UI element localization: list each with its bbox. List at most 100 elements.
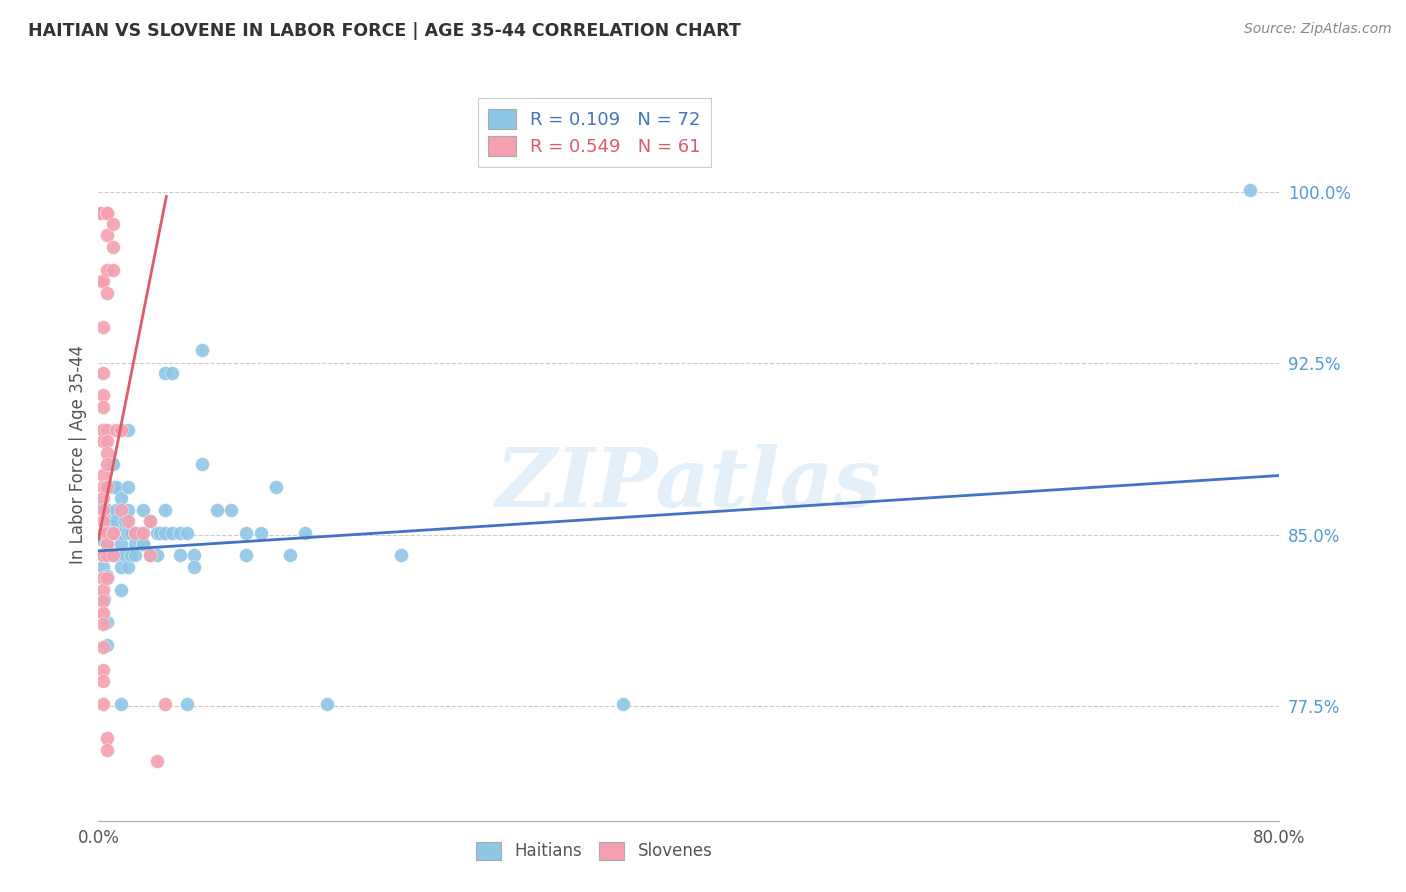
Point — [105, 514, 128, 528]
Point — [91, 525, 114, 540]
Point — [96, 503, 118, 517]
Point — [105, 549, 128, 563]
Point — [103, 549, 125, 563]
Point — [103, 217, 125, 231]
Point — [114, 549, 136, 563]
Point — [105, 503, 128, 517]
Point — [96, 480, 118, 494]
Point — [96, 525, 118, 540]
Point — [96, 457, 118, 471]
Point — [96, 205, 118, 219]
Point — [176, 697, 198, 711]
Point — [89, 205, 111, 219]
Point — [91, 423, 114, 437]
Point — [96, 549, 118, 563]
Point — [124, 525, 146, 540]
Point — [139, 549, 162, 563]
Point — [139, 549, 162, 563]
Point — [91, 549, 114, 563]
Point — [139, 514, 162, 528]
Point — [114, 514, 136, 528]
Point — [91, 582, 114, 597]
Point — [96, 205, 118, 219]
Point — [103, 480, 125, 494]
Point — [120, 525, 142, 540]
Point — [96, 228, 118, 243]
Point — [110, 537, 132, 551]
Point — [96, 743, 118, 757]
Point — [176, 525, 198, 540]
Point — [91, 640, 114, 654]
Point — [91, 400, 114, 414]
Point — [103, 525, 125, 540]
Point — [183, 560, 205, 574]
Point — [146, 525, 169, 540]
Point — [91, 500, 114, 515]
Point — [90, 274, 112, 288]
Point — [90, 533, 112, 547]
Text: HAITIAN VS SLOVENE IN LABOR FORCE | AGE 35-44 CORRELATION CHART: HAITIAN VS SLOVENE IN LABOR FORCE | AGE … — [28, 22, 741, 40]
Point — [93, 591, 115, 606]
Point — [117, 503, 139, 517]
Point — [91, 560, 114, 574]
Point — [96, 524, 118, 538]
Point — [124, 525, 146, 540]
Point — [96, 571, 118, 585]
Point — [96, 423, 118, 437]
Point — [110, 491, 132, 506]
Legend: Haitians, Slovenes: Haitians, Slovenes — [470, 835, 718, 867]
Point — [91, 491, 114, 506]
Point — [98, 514, 121, 528]
Point — [124, 549, 146, 563]
Point — [162, 366, 183, 380]
Point — [96, 731, 118, 746]
Point — [235, 549, 257, 563]
Point — [91, 606, 114, 620]
Point — [96, 262, 118, 277]
Point — [153, 366, 176, 380]
Point — [117, 514, 139, 528]
Point — [91, 549, 114, 563]
Point — [117, 423, 139, 437]
Point — [96, 537, 118, 551]
Point — [90, 205, 112, 219]
Point — [91, 571, 114, 585]
Text: ZIPatlas: ZIPatlas — [496, 444, 882, 524]
Point — [132, 525, 155, 540]
Point — [110, 503, 132, 517]
Point — [91, 423, 114, 437]
Point — [96, 434, 118, 449]
Point — [205, 503, 228, 517]
Point — [91, 320, 114, 334]
Point — [91, 480, 114, 494]
Point — [91, 663, 114, 677]
Point — [153, 697, 176, 711]
Point — [105, 480, 128, 494]
Point — [132, 537, 155, 551]
Point — [91, 434, 114, 449]
Text: Source: ZipAtlas.com: Source: ZipAtlas.com — [1244, 22, 1392, 37]
Point — [612, 697, 634, 711]
Point — [183, 549, 205, 563]
Point — [316, 697, 339, 711]
Point — [91, 274, 114, 288]
Point — [110, 582, 132, 597]
Point — [110, 525, 132, 540]
Y-axis label: In Labor Force | Age 35-44: In Labor Force | Age 35-44 — [69, 345, 87, 565]
Point — [264, 480, 287, 494]
Point — [389, 549, 412, 563]
Point — [103, 262, 125, 277]
Point — [124, 537, 146, 551]
Point — [91, 503, 114, 517]
Point — [219, 503, 242, 517]
Point — [191, 343, 214, 357]
Point — [132, 503, 155, 517]
Point — [98, 480, 121, 494]
Point — [169, 549, 191, 563]
Point — [149, 525, 172, 540]
Point — [294, 525, 316, 540]
Point — [191, 457, 214, 471]
Point — [105, 423, 128, 437]
Point — [96, 638, 118, 652]
Point — [103, 457, 125, 471]
